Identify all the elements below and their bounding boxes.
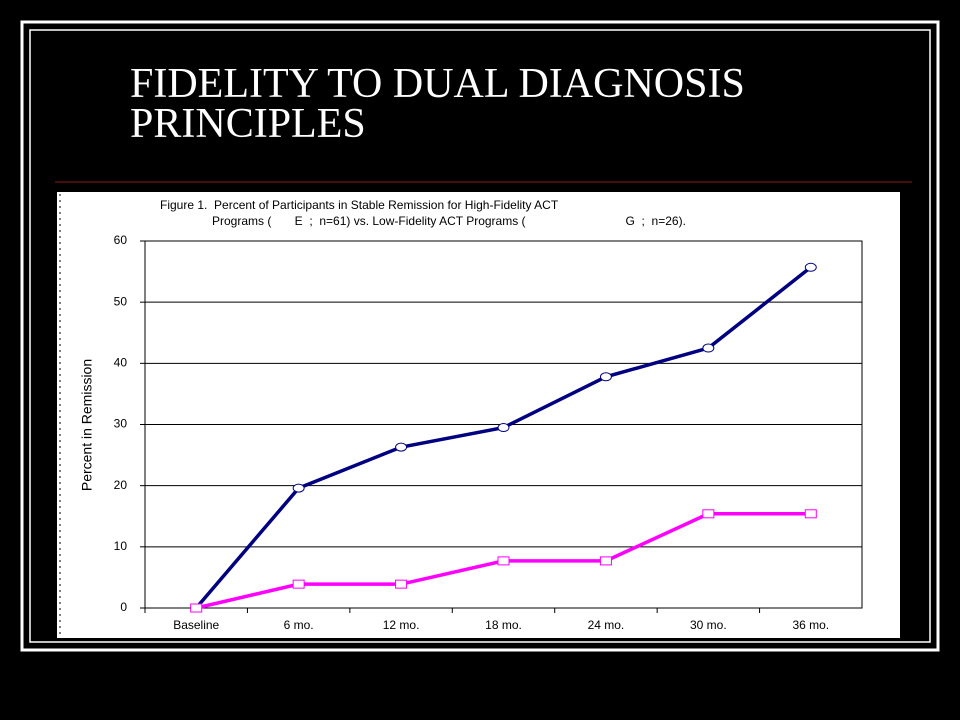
y-tick-label: 60 [114,233,128,247]
y-tick-label: 30 [114,417,128,431]
point [497,423,510,433]
chart-area [57,192,900,638]
y-axis-label: Percent in Remission [79,359,95,491]
y-tick-label: 10 [114,539,128,553]
y-tick-label: 0 [120,600,127,614]
point [395,579,408,589]
point [292,579,305,589]
frame-inner [29,29,931,643]
x-tick-label: 24 mo. [588,618,625,632]
point [702,509,715,519]
y-tick-label: 40 [114,356,128,370]
point [804,509,817,519]
x-tick-label: 30 mo. [690,618,727,632]
point [190,603,203,613]
chart-title: Programs ( E ; n=61) vs. Low-Fidelity AC… [212,214,686,228]
point [702,343,715,353]
frame [20,20,940,652]
point [497,556,510,566]
x-tick-label: 36 mo. [792,618,829,632]
y-tick-label: 20 [114,478,128,492]
plot-border [144,240,863,609]
point [804,262,817,272]
y-tick-label: 50 [114,294,128,308]
x-tick-label: 6 mo. [284,618,314,632]
point [599,372,612,382]
x-tick-label: Baseline [173,618,219,632]
point [599,556,612,566]
x-tick-label: 18 mo. [485,618,522,632]
point [395,442,408,452]
chart-title: Figure 1. Percent of Participants in Sta… [160,198,559,212]
x-tick-label: 12 mo. [383,618,420,632]
point [292,483,305,493]
slide-title: FIDELITY TO DUAL DIAGNOSIS PRINCIPLES [130,61,745,147]
